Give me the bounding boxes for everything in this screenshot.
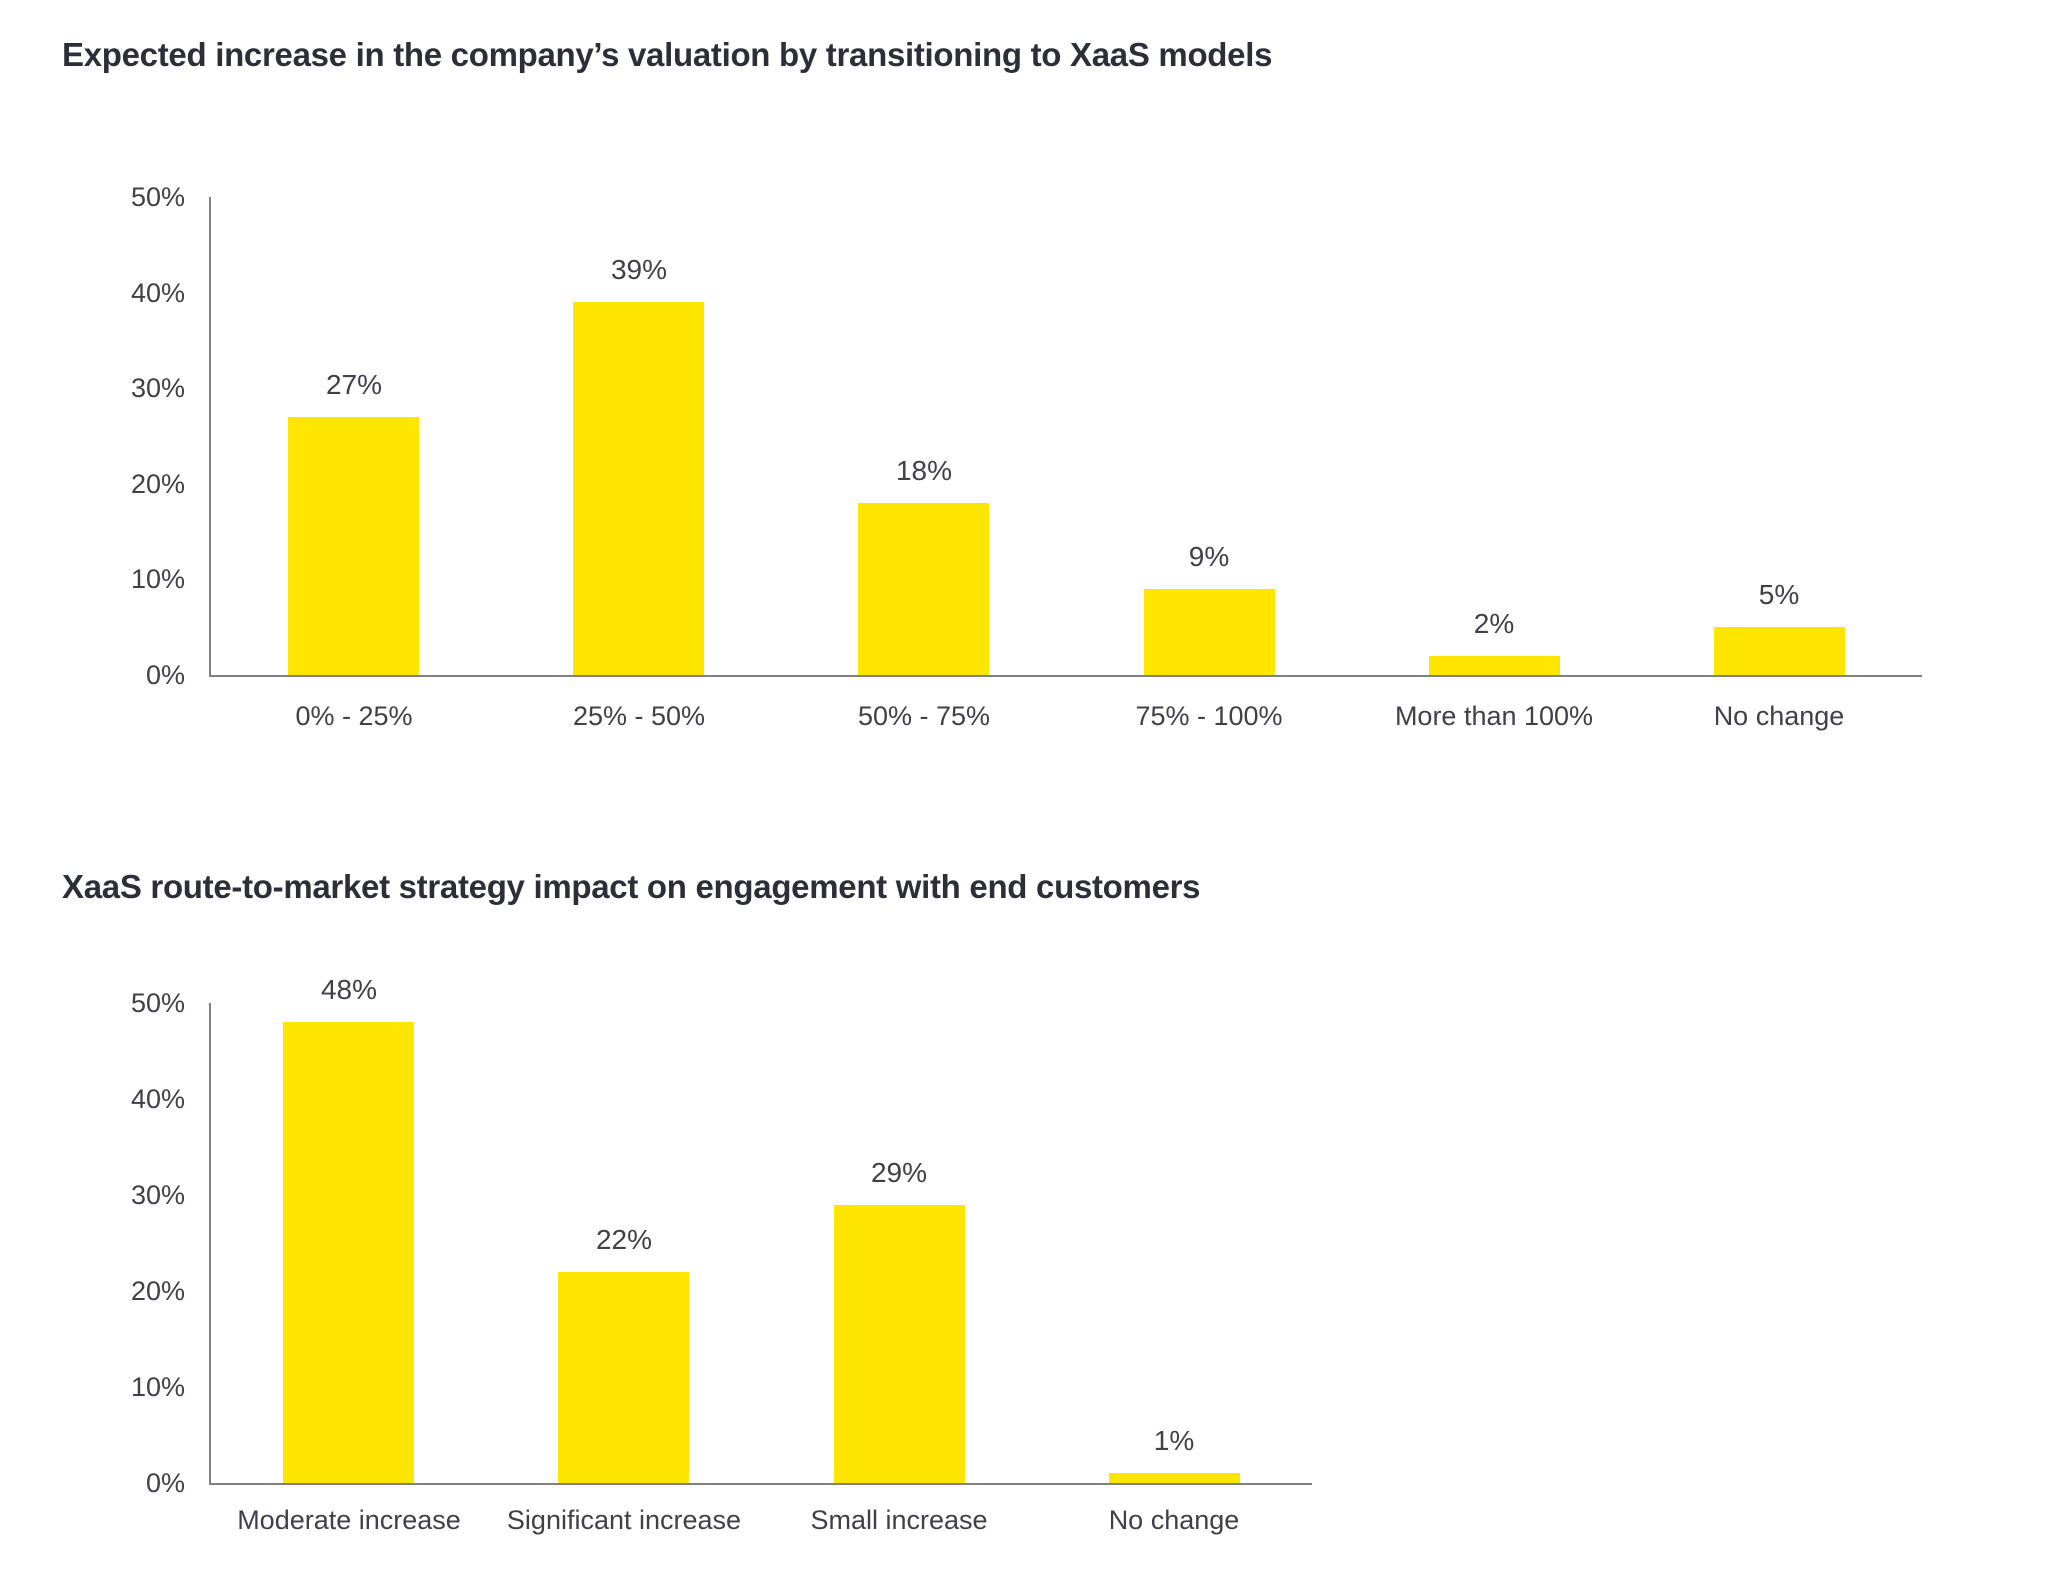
x-tick-label: Small increase	[810, 1505, 988, 1535]
bar-value-label: 2%	[1473, 608, 1515, 639]
bar-value-label: 9%	[1188, 541, 1230, 572]
bar-value-label: 1%	[1153, 1425, 1195, 1456]
bar-value-label: 48%	[320, 974, 378, 1005]
y-tick-label: 50%	[130, 988, 185, 1018]
x-tick-label: 25% - 50%	[572, 701, 706, 731]
x-tick-label: 75% - 100%	[1135, 701, 1283, 731]
x-tick-label: No change	[1713, 701, 1845, 731]
y-tick-label: 50%	[130, 182, 185, 212]
y-tick-label: 30%	[130, 1180, 185, 1210]
y-tick-label: 10%	[130, 564, 185, 595]
bar-50-75-	[858, 503, 989, 675]
y-tick-label: 20%	[130, 468, 185, 499]
valuation-chart-title: Expected increase in the company’s valua…	[62, 36, 1273, 73]
bar-75-100-	[1144, 589, 1275, 675]
y-axis-line	[209, 1003, 211, 1485]
bar-significant-increase	[558, 1272, 689, 1483]
x-tick-label: 50% - 75%	[857, 701, 991, 731]
y-tick-label: 30%	[130, 373, 185, 404]
bar-moderate-increase	[283, 1022, 414, 1483]
bar-0-25-	[288, 417, 419, 675]
bar-no-change	[1714, 627, 1845, 675]
x-tick-label: Significant increase	[506, 1505, 742, 1535]
x-tick-label: No change	[1108, 1505, 1240, 1535]
y-tick-label: 10%	[130, 1372, 185, 1402]
x-axis-line	[209, 1483, 1312, 1485]
bar-25-50-	[573, 302, 704, 675]
y-tick-label: 0%	[145, 660, 185, 690]
x-axis-line	[209, 675, 1922, 677]
y-tick-label: 0%	[145, 1468, 185, 1498]
y-axis-line	[209, 197, 211, 677]
bar-value-label: 29%	[870, 1157, 928, 1188]
y-tick-label: 40%	[130, 1084, 185, 1114]
bar-no-change	[1109, 1473, 1240, 1483]
x-tick-label: Moderate increase	[237, 1505, 461, 1535]
engagement-chart-title: XaaS route-to-market strategy impact on …	[62, 868, 1201, 905]
bar-value-label: 5%	[1758, 579, 1800, 610]
y-tick-label: 40%	[130, 277, 185, 308]
bar-value-label: 22%	[595, 1224, 653, 1255]
y-tick-label: 20%	[130, 1276, 185, 1306]
bar-value-label: 18%	[895, 455, 953, 486]
bar-small-increase	[834, 1205, 965, 1483]
x-tick-label: More than 100%	[1394, 701, 1594, 731]
bar-value-label: 27%	[325, 369, 383, 400]
bar-value-label: 39%	[610, 254, 668, 285]
x-tick-label: 0% - 25%	[295, 701, 413, 731]
bar-more-than-100-	[1429, 656, 1560, 675]
